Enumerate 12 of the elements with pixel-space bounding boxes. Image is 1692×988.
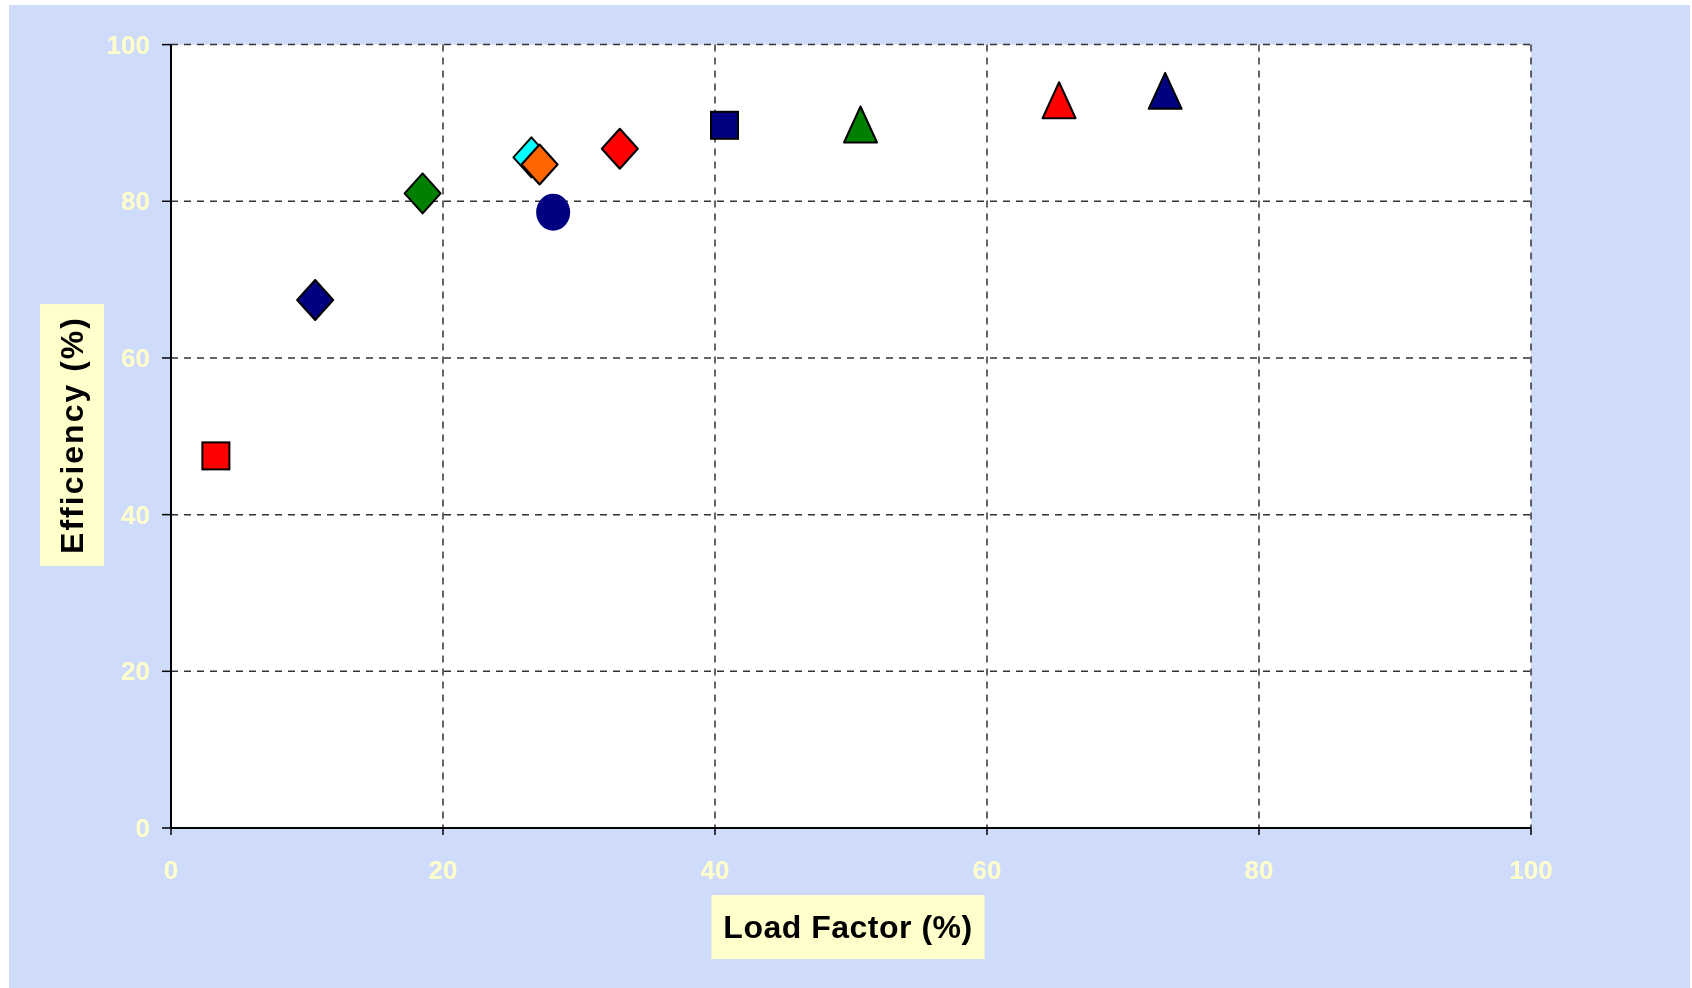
x-axis-title: Load Factor (%)	[723, 909, 973, 945]
y-axis-title: Efficiency (%)	[54, 316, 90, 554]
point	[201, 441, 231, 471]
point	[403, 172, 442, 215]
point	[296, 278, 335, 321]
point	[710, 110, 740, 140]
point	[520, 143, 559, 186]
point	[536, 193, 571, 231]
point	[1041, 81, 1077, 120]
point	[843, 105, 879, 144]
point	[1147, 71, 1183, 110]
point	[600, 127, 639, 170]
